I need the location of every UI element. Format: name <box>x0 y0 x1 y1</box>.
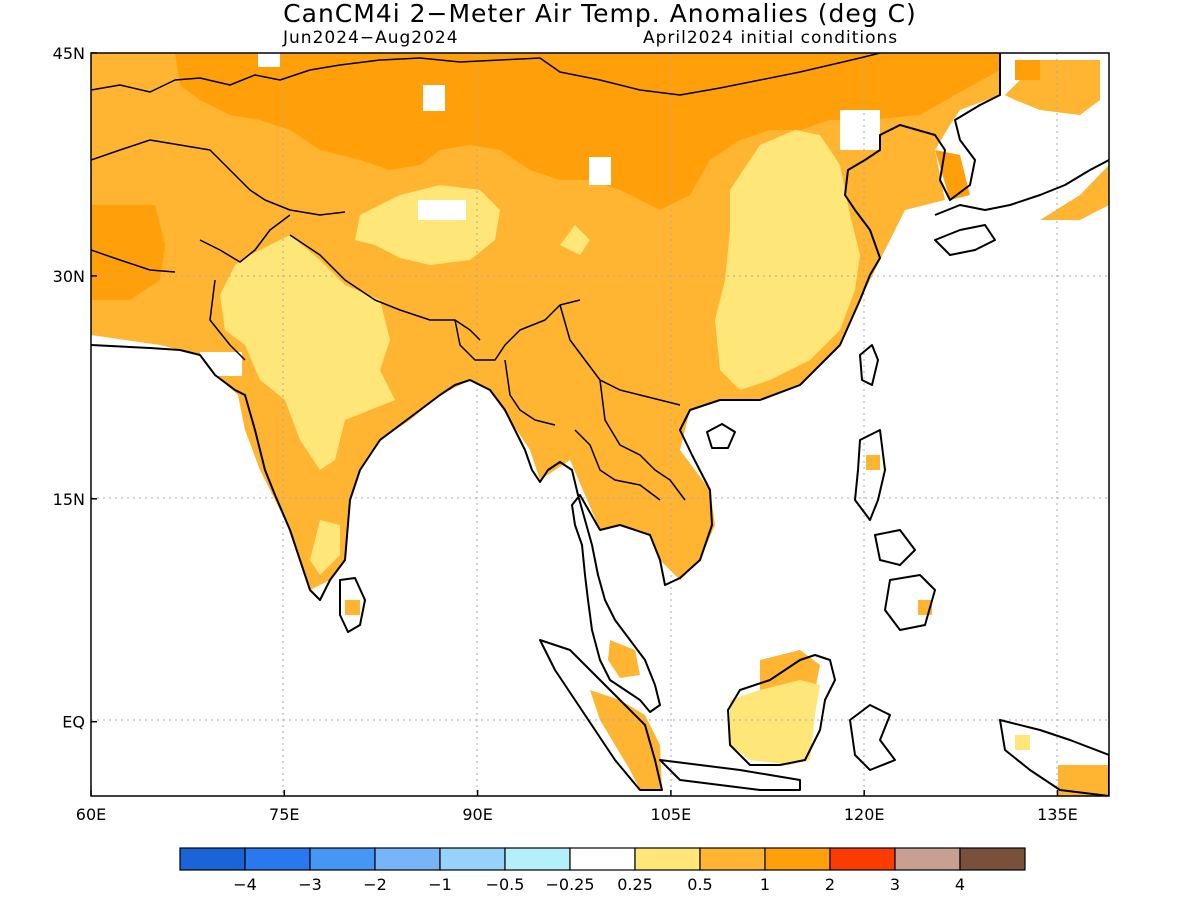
taiwan <box>859 344 879 386</box>
colorbar-label: 3 <box>890 875 900 894</box>
colorbar-label: 0.5 <box>687 875 712 894</box>
anomaly-shading <box>91 53 1109 796</box>
grid-lines <box>91 53 1109 796</box>
anomaly-region-0.25-0.5 <box>310 520 340 575</box>
sumatra <box>539 639 663 791</box>
colorbar-label: 2 <box>825 875 835 894</box>
lon-tick-label: 120E <box>844 805 885 824</box>
japan <box>934 159 1109 216</box>
anomaly-region-0.5-1 <box>345 600 360 615</box>
anomaly-region-0.5-1 <box>590 690 662 790</box>
colorbar-swatch <box>374 847 441 871</box>
colorbar-swatch <box>244 847 311 871</box>
colorbar-label: 1 <box>760 875 770 894</box>
colorbar: −4 −3 −2 −1 −0.5 −0.25 0.25 0.5 1 2 3 4 <box>179 847 1026 894</box>
colorbar-swatch <box>179 847 246 871</box>
borneo <box>727 654 836 766</box>
anomaly-region-1-2 <box>175 53 1000 210</box>
lat-tick-label: EQ <box>62 713 85 732</box>
lat-tick-label: 15N <box>53 490 85 509</box>
political-borders <box>91 53 881 501</box>
anomaly-region-0.25-0.5 <box>220 235 395 470</box>
coastlines <box>91 53 1109 796</box>
japan-kyushu <box>934 224 996 256</box>
anomaly-region-0.5-1 <box>1040 165 1109 220</box>
hainan <box>706 423 736 449</box>
period-label: Jun2024−Aug2024 <box>283 28 459 48</box>
initial-conditions-label: April2024 initial conditions <box>643 28 899 48</box>
mindanao <box>884 574 936 631</box>
colorbar-label: −0.25 <box>545 875 594 894</box>
anomaly-region-0.5-1 <box>1058 765 1109 796</box>
java <box>659 759 801 791</box>
colorbar-swatch <box>439 847 506 871</box>
colorbar-swatch <box>764 847 831 871</box>
colorbar-label: −1 <box>428 875 452 894</box>
lon-tick-label: 75E <box>269 805 299 824</box>
colorbar-label: −4 <box>233 875 257 894</box>
lon-tick-label: 60E <box>76 805 106 824</box>
colorbar-swatch <box>504 847 571 871</box>
new-guinea <box>999 719 1109 796</box>
colorbar-swatch <box>569 847 636 871</box>
colorbar-swatch <box>634 847 701 871</box>
colorbar-label: −0.5 <box>486 875 525 894</box>
map-frame <box>90 52 1110 797</box>
longitude-ticks: 60E 75E 90E 105E 120E 135E <box>76 790 1078 824</box>
anomaly-region-0.25-0.5 <box>1015 735 1030 750</box>
luzon <box>854 429 886 521</box>
latitude-ticks: 45N 30N 15N EQ <box>53 44 97 732</box>
anomaly-region-0.25-0.5 <box>715 130 860 390</box>
colorbar-swatch <box>309 847 376 871</box>
lon-tick-label: 135E <box>1037 805 1078 824</box>
anomaly-region-0.25-0.5 <box>730 680 820 765</box>
colorbar-label: 4 <box>955 875 965 894</box>
map-title: CanCM4i 2−Meter Air Temp. Anomalies (deg… <box>283 0 917 28</box>
colorbar-swatch <box>894 847 961 871</box>
lon-tick-label: 105E <box>651 805 692 824</box>
sulawesi <box>849 704 896 771</box>
lat-tick-label: 45N <box>53 44 85 63</box>
colorbar-label: −3 <box>298 875 322 894</box>
colorbar-swatch <box>829 847 896 871</box>
sri-lanka <box>339 577 366 633</box>
anomaly-region-1-2 <box>1015 60 1040 80</box>
lat-tick-label: 30N <box>53 267 85 286</box>
colorbar-swatch <box>959 847 1026 871</box>
colorbar-label: 0.25 <box>617 875 653 894</box>
colorbar-label: −2 <box>363 875 387 894</box>
colorbar-swatch <box>699 847 766 871</box>
anomaly-region-0.5-1 <box>608 640 640 678</box>
anomaly-region-0.25-0.5 <box>560 225 590 255</box>
lon-tick-label: 90E <box>462 805 492 824</box>
visayas <box>874 529 916 566</box>
mainland-coast <box>91 53 1001 713</box>
anomaly-region-0.5-1 <box>866 455 880 470</box>
